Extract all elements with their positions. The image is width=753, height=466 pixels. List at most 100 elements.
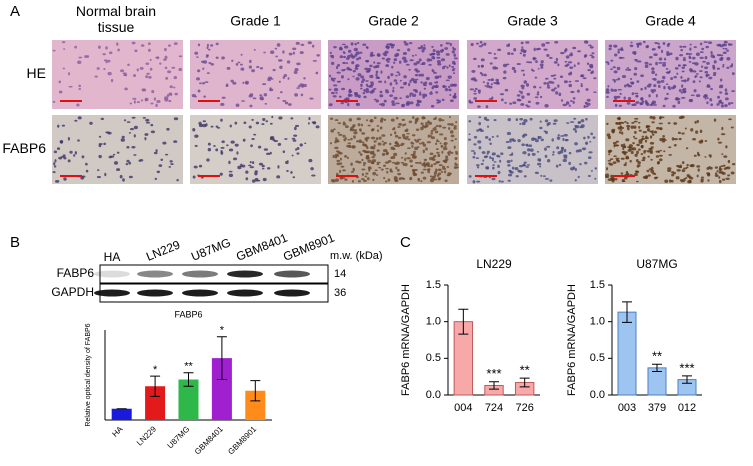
nucleus: [337, 131, 340, 134]
nucleus: [228, 173, 234, 178]
nucleus: [146, 72, 150, 75]
nucleus: [429, 178, 435, 183]
nucleus: [563, 148, 567, 153]
nucleus: [493, 161, 497, 163]
nucleus: [243, 121, 247, 125]
nucleus: [259, 94, 263, 97]
nucleus: [496, 135, 499, 138]
nucleus: [365, 80, 369, 82]
nucleus: [498, 155, 501, 158]
nucleus: [348, 68, 352, 71]
nucleus: [642, 156, 646, 160]
band-label: GAPDH: [51, 285, 94, 299]
nucleus: [344, 45, 349, 49]
nucleus: [518, 90, 521, 93]
nucleus: [89, 121, 93, 125]
nucleus: [534, 171, 539, 175]
nucleus: [329, 142, 333, 145]
nucleus: [96, 67, 100, 70]
nucleus: [640, 145, 644, 149]
nucleus: [573, 117, 577, 120]
nucleus: [726, 49, 730, 52]
nucleus: [564, 60, 568, 63]
nucleus: [420, 45, 423, 49]
nucleus: [77, 139, 80, 142]
nucleus: [652, 104, 657, 106]
nucleus: [714, 174, 719, 177]
nucleus: [360, 178, 365, 181]
nucleus: [346, 144, 350, 148]
nucleus: [292, 139, 297, 142]
nucleus: [411, 134, 416, 137]
nucleus: [544, 119, 549, 123]
nucleus: [347, 54, 351, 59]
nucleus: [638, 121, 641, 124]
nucleus: [718, 179, 722, 184]
nucleus: [225, 83, 229, 87]
nucleus: [220, 118, 223, 122]
significance: *: [153, 364, 158, 376]
band: [274, 270, 310, 278]
nucleus: [393, 58, 398, 62]
nucleus: [226, 144, 229, 147]
nucleus: [589, 45, 594, 49]
nucleus: [651, 133, 655, 136]
nucleus: [232, 81, 237, 85]
nucleus: [292, 176, 296, 179]
nucleus: [359, 129, 362, 132]
column-header: Normal brain tissue: [75, 3, 157, 35]
nucleus: [699, 76, 703, 79]
nucleus: [402, 51, 407, 56]
nucleus: [589, 65, 594, 69]
nucleus: [646, 149, 651, 153]
nucleus: [648, 168, 652, 171]
nucleus: [621, 180, 626, 183]
nucleus: [438, 124, 442, 128]
nucleus: [409, 79, 412, 84]
nucleus: [401, 118, 406, 121]
nucleus: [476, 180, 481, 183]
nucleus: [468, 133, 471, 136]
nucleus: [393, 177, 398, 181]
nucleus: [155, 103, 158, 108]
nucleus: [262, 177, 267, 182]
nucleus: [644, 100, 648, 104]
nucleus: [560, 135, 565, 137]
nucleus: [658, 57, 663, 61]
nucleus: [264, 102, 268, 105]
nucleus: [673, 76, 677, 79]
nucleus: [675, 97, 680, 101]
nucleus: [105, 131, 110, 134]
nucleus: [248, 65, 253, 69]
nucleus: [380, 168, 384, 171]
nucleus: [469, 88, 475, 91]
x-tick-label: HA: [110, 424, 125, 439]
nucleus: [435, 91, 439, 94]
nucleus: [262, 118, 266, 122]
nucleus: [658, 154, 663, 157]
nucleus: [428, 82, 433, 86]
nucleus: [205, 54, 209, 58]
nucleus: [437, 177, 442, 180]
nucleus: [690, 94, 695, 97]
nucleus: [355, 160, 360, 163]
nucleus: [400, 177, 404, 180]
nucleus: [640, 74, 644, 78]
nucleus: [509, 139, 512, 143]
nucleus: [523, 175, 527, 178]
nucleus: [173, 76, 177, 80]
nucleus: [553, 74, 557, 77]
nucleus: [330, 129, 335, 133]
nucleus: [699, 51, 704, 53]
nucleus: [156, 170, 161, 174]
nucleus: [627, 85, 632, 88]
nucleus: [554, 40, 559, 44]
nucleus: [642, 130, 647, 134]
nucleus: [613, 143, 616, 148]
nucleus: [634, 117, 639, 120]
nucleus: [134, 49, 138, 53]
nucleus: [685, 147, 689, 150]
nucleus: [241, 100, 246, 102]
nucleus: [483, 116, 488, 121]
nucleus: [396, 71, 400, 73]
